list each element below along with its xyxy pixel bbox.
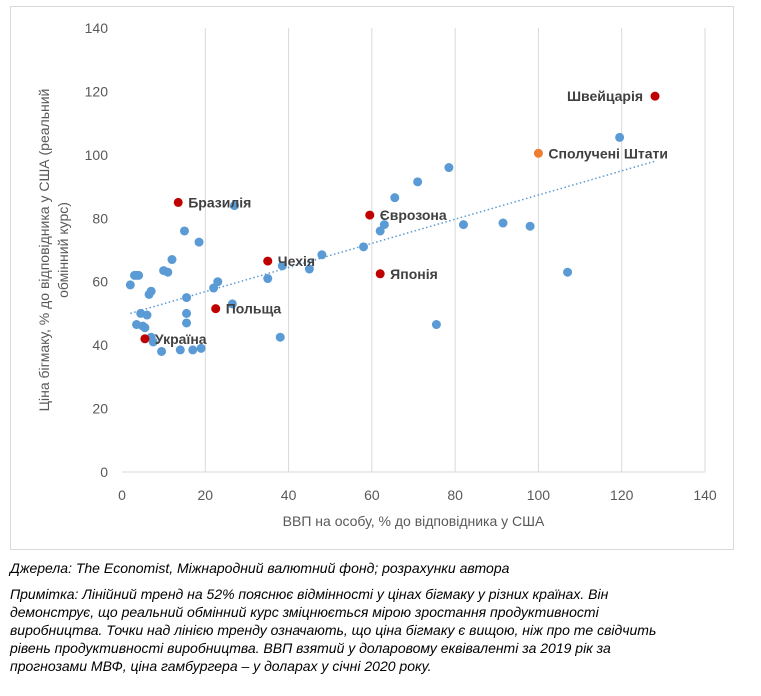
y-tick-label: 40 [92, 337, 108, 353]
highlight-point [650, 91, 660, 101]
data-point [194, 237, 204, 247]
y-tick-label: 80 [92, 210, 108, 226]
footnote-line: виробництва. Точки над лінією тренду озн… [10, 622, 657, 638]
data-point [148, 337, 158, 347]
y-tick-label: 120 [85, 83, 109, 99]
highlight-point [365, 210, 375, 220]
highlight-point [533, 148, 543, 158]
highlight-point [375, 269, 385, 279]
x-tick-label: 0 [118, 487, 126, 503]
data-point [142, 310, 152, 320]
data-point [175, 345, 185, 355]
highlight-point [263, 256, 273, 266]
data-point [275, 332, 285, 342]
data-point [375, 226, 385, 236]
data-point [498, 218, 508, 228]
highlight-point [140, 334, 150, 344]
data-point [182, 318, 192, 328]
footnote-line: Примітка: Лінійний тренд на 52% пояснює … [10, 586, 609, 602]
data-point [213, 277, 223, 287]
y-tick-label: 100 [85, 147, 109, 163]
data-point [196, 343, 206, 353]
y-tick-label: 0 [100, 464, 108, 480]
point-label: Польща [226, 301, 282, 317]
data-point [140, 323, 150, 333]
data-point [209, 283, 219, 293]
footnote-line: прогнозами МВФ, ціна гамбургера – у дола… [10, 658, 432, 674]
point-label: Сполучені Штати [548, 145, 668, 161]
data-point [444, 163, 454, 173]
point-label: Бразилія [188, 194, 251, 210]
y-axis-title: обмінний курс) [55, 202, 71, 298]
y-tick-label: 20 [92, 401, 108, 417]
point-label: Єврозона [380, 207, 447, 223]
data-point [125, 280, 135, 290]
y-tick-label: 60 [92, 274, 108, 290]
data-point [146, 286, 156, 296]
x-axis-title: ВВП на особу, % до відповідника у США [283, 513, 545, 529]
point-label: Чехія [278, 253, 315, 269]
chart-frame: 0 20 40 60 80 100 120 140 0 20 40 60 80 100 120 140 ВВП … [10, 6, 734, 550]
data-point [182, 308, 192, 318]
point-label: Японія [390, 266, 438, 282]
trendline [130, 160, 656, 315]
scatter-chart: 0 20 40 60 80 100 120 140 0 20 40 60 80 100 120 140 ВВП … [36, 20, 717, 529]
data-point [525, 221, 535, 231]
highlight-point [211, 304, 221, 314]
data-point [413, 177, 423, 187]
data-point [263, 274, 273, 284]
data-point [563, 267, 573, 277]
y-tick-label: 140 [85, 20, 109, 36]
source-note: Джерела: The Economist, Міжнародний валю… [10, 560, 510, 576]
data-point [317, 250, 327, 260]
data-point [359, 242, 369, 252]
data-point [227, 299, 237, 309]
footnote: Примітка: Лінійний тренд на 52% пояснює … [10, 585, 754, 675]
data-point [167, 255, 177, 265]
data-point [277, 261, 287, 271]
x-tick-label: 120 [610, 487, 634, 503]
data-point [379, 220, 389, 230]
data-point [431, 320, 441, 330]
data-point [188, 345, 198, 355]
data-point [134, 270, 144, 280]
data-point [157, 346, 167, 356]
x-tick-label: 20 [197, 487, 213, 503]
point-label: Україна [155, 331, 207, 347]
data-point [229, 201, 239, 211]
data-point [390, 193, 400, 203]
x-tick-label: 80 [447, 487, 463, 503]
footnote-line: демонструє, що реальний обмінний курс зм… [10, 604, 599, 620]
x-tick-label: 40 [281, 487, 297, 503]
data-point [163, 267, 173, 277]
data-point [182, 293, 192, 303]
footnote-line: рівень продуктивності виробництва. ВВП в… [10, 640, 611, 656]
point-label: Швейцарія [567, 88, 643, 104]
x-tick-label: 140 [693, 487, 717, 503]
x-tick-label: 100 [527, 487, 551, 503]
data-point [458, 220, 468, 230]
x-tick-label: 60 [364, 487, 380, 503]
data-point [304, 264, 314, 274]
highlight-point [173, 197, 183, 207]
data-point [179, 226, 189, 236]
y-axis-title: Ціна бігмаку, % до відповідника у США (р… [36, 89, 52, 412]
data-point [615, 132, 625, 142]
